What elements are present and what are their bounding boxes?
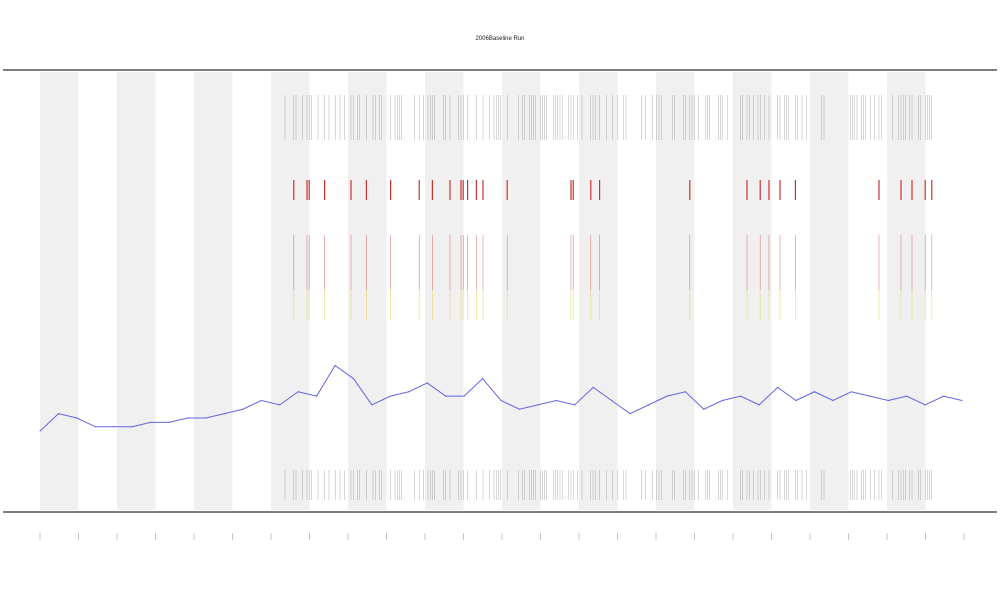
- series-point-0-26: [518, 408, 521, 410]
- series-point-0-15: [316, 395, 318, 397]
- band-8: [656, 72, 695, 510]
- series-point-0-10: [223, 413, 225, 415]
- series-point-0-34: [666, 395, 668, 397]
- band-4: [348, 72, 387, 510]
- series-point-0-12: [260, 399, 262, 402]
- band-11: [887, 72, 926, 510]
- band-6: [502, 72, 541, 510]
- series-point-0-7: [168, 421, 170, 423]
- series-point-0-36: [703, 408, 705, 410]
- band-7: [579, 72, 618, 510]
- series-point-0-50: [961, 399, 963, 402]
- series-point-0-19: [389, 395, 391, 397]
- series-point-0-9: [205, 417, 207, 419]
- series-point-0-43: [832, 399, 834, 402]
- series-point-0-38: [740, 395, 742, 397]
- series-point-0-48: [924, 404, 926, 406]
- series-point-0-14: [297, 391, 299, 393]
- band-1: [117, 72, 156, 510]
- chart-title: 2006Baseline Run: [475, 36, 524, 42]
- series-point-0-1: [57, 413, 60, 415]
- band-0: [40, 72, 79, 510]
- series-point-0-49: [942, 395, 945, 397]
- band-9: [733, 72, 772, 510]
- series-point-0-35: [684, 391, 687, 393]
- series-point-0-6: [150, 421, 152, 423]
- band-2: [194, 72, 233, 510]
- series-point-0-31: [611, 399, 613, 402]
- series-point-0-5: [131, 426, 133, 428]
- series-point-0-46: [887, 399, 889, 402]
- x-ticks: [39, 533, 965, 540]
- series-point-0-20: [408, 391, 410, 393]
- series-point-0-22: [445, 395, 447, 397]
- series-point-0-21: [426, 382, 428, 384]
- series-point-0-42: [813, 391, 816, 393]
- event-group: [284, 95, 933, 500]
- series-group: [39, 364, 963, 432]
- series-point-0-37: [721, 399, 723, 402]
- series-point-0-3: [94, 426, 96, 428]
- series-point-0-44: [850, 391, 852, 393]
- series-point-0-33: [647, 404, 650, 406]
- series-point-0-18: [371, 404, 373, 406]
- series-point-0-17: [352, 378, 355, 380]
- series-point-0-11: [242, 408, 244, 410]
- series-point-0-4: [113, 426, 115, 428]
- series-point-0-47: [906, 395, 908, 397]
- series-point-0-30: [592, 386, 594, 388]
- series-point-0-8: [186, 417, 189, 419]
- series-point-0-41: [795, 399, 797, 402]
- series-point-0-23: [463, 395, 465, 397]
- series-point-0-40: [777, 386, 779, 388]
- bands-group: [40, 72, 926, 510]
- series-point-0-24: [481, 378, 484, 380]
- series-point-0-29: [574, 404, 576, 406]
- series-point-0-0: [39, 430, 41, 432]
- series-point-0-32: [629, 413, 631, 415]
- series-point-0-25: [500, 399, 502, 402]
- band-5: [425, 72, 464, 510]
- series-point-0-39: [758, 404, 760, 406]
- series-point-0-16: [334, 364, 336, 367]
- series-point-0-13: [279, 404, 281, 406]
- series-point-0-2: [76, 417, 78, 419]
- band-10: [810, 72, 849, 510]
- series-point-0-27: [537, 404, 539, 406]
- series-point-0-28: [555, 399, 557, 402]
- band-3: [271, 72, 310, 510]
- series-point-0-45: [869, 395, 871, 397]
